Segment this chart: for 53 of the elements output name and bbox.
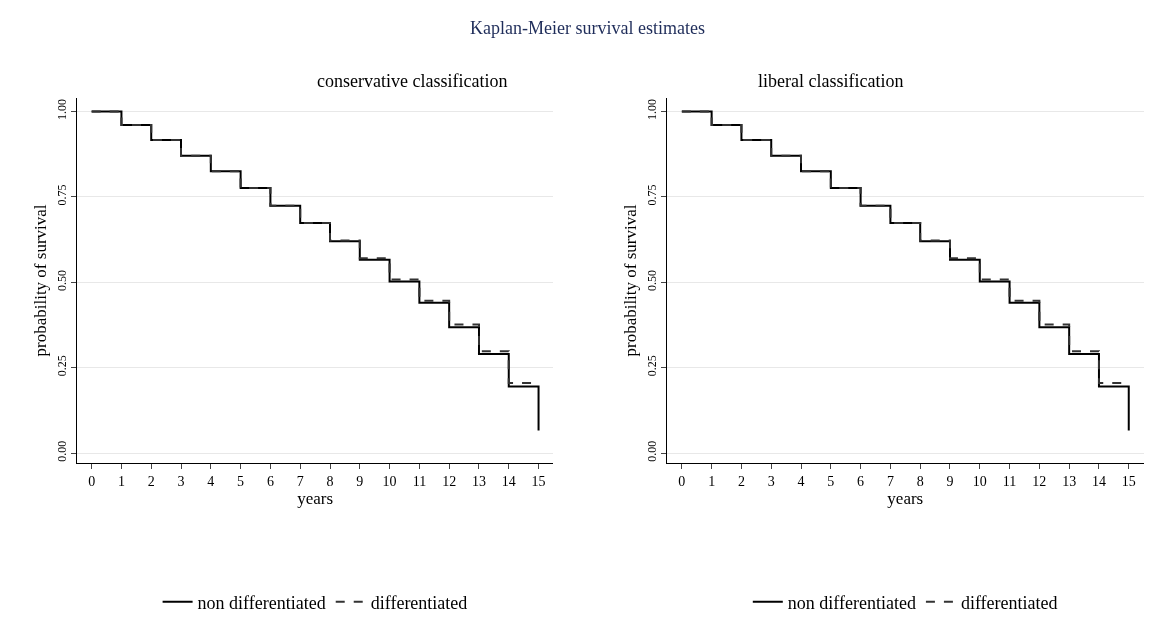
x-tick-label: 4	[207, 474, 215, 490]
y-tick-label: 0.50	[54, 269, 69, 291]
y-tick-label: 0.50	[645, 269, 660, 291]
x-tick-label: 13	[471, 474, 486, 490]
y-axis-title: probability of survival	[30, 204, 50, 357]
chart-title: liberal classification	[758, 71, 904, 91]
x-tick-label: 5	[827, 474, 835, 490]
text: Kaplan-Meier survival estimates	[470, 18, 705, 38]
x-tick-label: 15	[531, 474, 546, 490]
y-tick-label: 0.25	[645, 355, 660, 377]
x-tick-label: 14	[501, 474, 516, 490]
x-tick-label: 3	[177, 474, 185, 490]
legend-label: non differentiated	[197, 592, 326, 613]
x-tick-label: 2	[737, 474, 745, 490]
y-tick-label: 0.00	[645, 440, 660, 462]
x-tick-label: 0	[88, 474, 96, 490]
y-tick-label: 0.25	[54, 355, 69, 377]
x-tick-label: 7	[296, 474, 304, 490]
x-tick-label: 9	[946, 474, 954, 490]
x-tick-label: 12	[442, 474, 457, 490]
x-tick-label: 10	[972, 474, 987, 490]
x-tick-label: 10	[382, 474, 397, 490]
x-tick-label: 14	[1091, 474, 1106, 490]
y-tick-label: 0.75	[54, 184, 69, 206]
x-tick-label: 15	[1121, 474, 1136, 490]
legend-label: differentiated	[370, 592, 468, 613]
x-axis-title: years	[297, 489, 334, 509]
x-tick-label: 8	[326, 474, 334, 490]
y-tick-label: 0.75	[645, 184, 660, 206]
x-tick-label: 8	[916, 474, 924, 490]
y-tick-label: 1.00	[54, 99, 69, 121]
x-tick-label: 6	[857, 474, 865, 490]
x-tick-label: 4	[797, 474, 805, 490]
legend-label: differentiated	[960, 592, 1058, 613]
x-tick-label: 0	[678, 474, 686, 490]
x-tick-label: 9	[356, 474, 364, 490]
x-tick-label: 13	[1062, 474, 1077, 490]
x-tick-label: 6	[266, 474, 274, 490]
x-tick-label: 1	[117, 474, 125, 490]
chart-title: conservative classification	[317, 71, 508, 91]
x-axis-title: years	[887, 489, 924, 509]
x-tick-label: 12	[1032, 474, 1047, 490]
legend-label: non differentiated	[787, 592, 916, 613]
x-tick-label: 5	[237, 474, 245, 490]
y-axis-title: probability of survival	[620, 204, 640, 357]
x-tick-label: 7	[886, 474, 894, 490]
x-tick-label: 3	[767, 474, 775, 490]
y-tick-label: 0.00	[54, 440, 69, 462]
x-tick-label: 2	[147, 474, 155, 490]
x-tick-label: 11	[1002, 474, 1017, 490]
y-tick-label: 1.00	[645, 99, 660, 121]
x-tick-label: 11	[412, 474, 427, 490]
x-tick-label: 1	[708, 474, 716, 490]
